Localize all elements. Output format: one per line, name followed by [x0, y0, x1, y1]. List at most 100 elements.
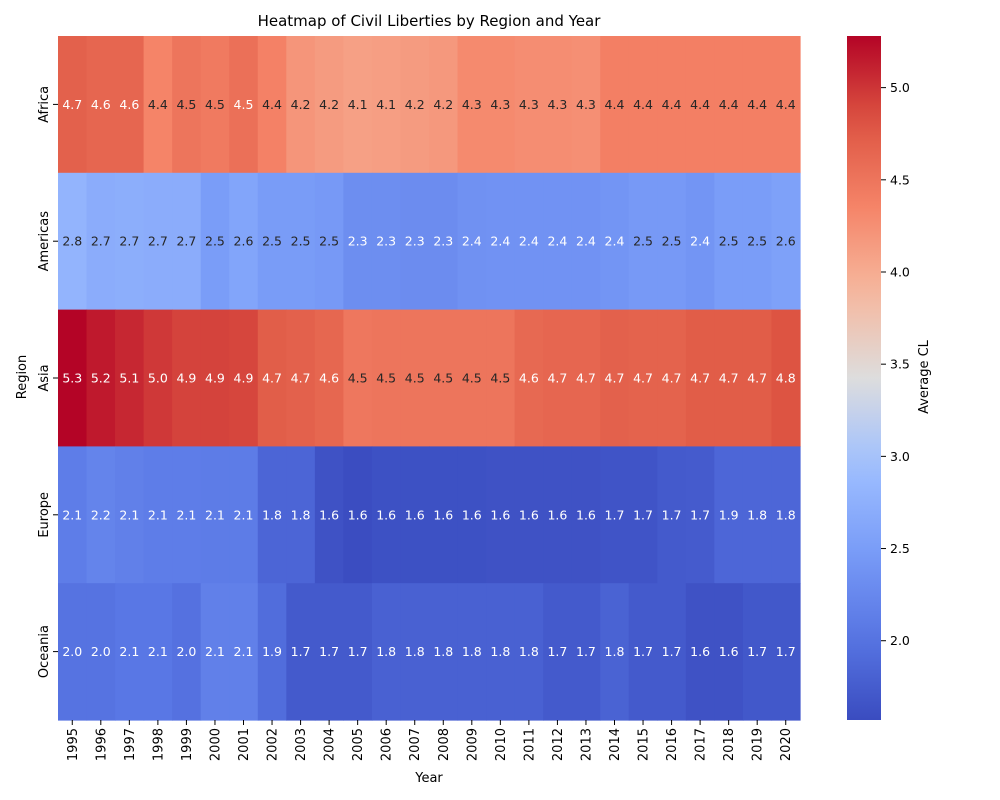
- colorbar-tick-label: 2.5: [890, 541, 910, 556]
- cell-value-label: 2.7: [91, 234, 111, 249]
- cell-value-label: 2.5: [719, 234, 739, 249]
- cell-value-label: 1.6: [690, 644, 710, 659]
- cell-value-label: 4.7: [547, 371, 567, 386]
- heatmap-cell: [371, 36, 402, 174]
- cell-value-label: 4.6: [119, 97, 139, 112]
- heatmap-cell: [314, 36, 344, 174]
- heatmap-cell: [286, 36, 316, 174]
- heatmap-cell: [343, 36, 373, 174]
- x-tick-label: 2002: [266, 728, 281, 761]
- heatmap-cell: [628, 446, 658, 584]
- cell-value-label: 2.0: [176, 644, 196, 659]
- heatmap-cell: [685, 446, 715, 584]
- heatmap-cell: [229, 446, 259, 584]
- heatmap-cell: [115, 172, 145, 311]
- cell-value-label: 2.1: [234, 507, 254, 522]
- heatmap-cell: [714, 172, 744, 311]
- heatmap-cell: [600, 172, 630, 311]
- heatmap-cell: [115, 446, 145, 584]
- cell-value-label: 1.9: [262, 644, 282, 659]
- heatmap-cell: [600, 446, 630, 584]
- cell-value-label: 1.6: [547, 507, 567, 522]
- heatmap-cell: [628, 583, 658, 721]
- heatmap-cell: [543, 309, 573, 447]
- heatmap-cell: [714, 309, 744, 447]
- cell-value-label: 5.2: [91, 371, 111, 386]
- cell-value-label: 1.8: [433, 644, 453, 659]
- x-tick-label: 2015: [637, 728, 652, 761]
- heatmap-cell: [571, 309, 601, 447]
- heatmap-cell: [371, 446, 402, 584]
- x-tick-label: 2003: [294, 728, 309, 761]
- heatmap-cell: [771, 172, 801, 311]
- x-tick-label: 2004: [323, 728, 338, 761]
- cell-value-label: 1.7: [633, 507, 653, 522]
- cell-value-label: 2.1: [176, 507, 196, 522]
- cell-value-label: 2.1: [119, 644, 139, 659]
- heatmap-cell: [486, 36, 516, 174]
- heatmap-cell: [685, 172, 715, 311]
- cell-value-label: 4.4: [262, 97, 282, 112]
- cell-value-label: 1.8: [376, 644, 396, 659]
- x-axis-label: Year: [414, 771, 443, 786]
- heatmap-cell: [343, 309, 373, 447]
- heatmap-cell: [314, 583, 344, 721]
- heatmap-cell: [143, 446, 173, 584]
- cell-value-label: 4.9: [205, 371, 225, 386]
- heatmap-cell: [571, 583, 601, 721]
- heatmap-cell: [257, 172, 287, 311]
- heatmap-cell: [685, 309, 715, 447]
- heatmap-cell: [771, 583, 801, 721]
- heatmap-cell: [457, 36, 487, 174]
- cell-value-label: 1.7: [633, 644, 653, 659]
- cell-value-label: 4.7: [633, 371, 653, 386]
- colorbar-tick-label: 4.0: [890, 264, 910, 279]
- cell-value-label: 4.3: [547, 97, 567, 112]
- heatmap-cell: [571, 446, 601, 584]
- colorbar-gradient: [847, 36, 881, 720]
- cell-value-label: 1.6: [348, 507, 368, 522]
- cell-value-label: 2.5: [205, 234, 225, 249]
- colorbar-tick-label: 2.0: [890, 633, 910, 648]
- heatmap-cell: [543, 172, 573, 311]
- heatmap-cell: [657, 583, 687, 721]
- heatmap-cell: [286, 172, 316, 311]
- cell-value-label: 2.4: [547, 234, 567, 249]
- cell-value-label: 2.1: [205, 507, 225, 522]
- heatmap-cell: [600, 583, 630, 721]
- x-tick-label: 2018: [722, 728, 737, 761]
- x-tick-label: 2012: [551, 728, 566, 761]
- heatmap-cell: [400, 309, 430, 447]
- cell-value-label: 1.8: [747, 507, 767, 522]
- cell-value-label: 2.0: [62, 644, 82, 659]
- cell-value-label: 5.0: [148, 371, 168, 386]
- cell-value-label: 4.2: [433, 97, 453, 112]
- cell-value-label: 1.7: [662, 507, 682, 522]
- cell-value-label: 1.7: [291, 644, 311, 659]
- cell-value-label: 2.1: [148, 644, 168, 659]
- cell-value-label: 2.3: [376, 234, 396, 249]
- cell-value-label: 1.8: [519, 644, 539, 659]
- cell-value-label: 1.6: [490, 507, 510, 522]
- cell-value-label: 1.7: [690, 507, 710, 522]
- heatmap-cell: [486, 309, 516, 447]
- cell-value-label: 2.4: [462, 234, 482, 249]
- cell-value-label: 2.4: [490, 234, 510, 249]
- heatmap-cell: [486, 583, 516, 721]
- x-tick-label: 2017: [694, 728, 709, 761]
- y-tick-label: Asia: [37, 364, 52, 391]
- heatmap-cell: [343, 446, 373, 584]
- cell-value-label: 4.9: [234, 371, 254, 386]
- heatmap-cell: [172, 309, 202, 447]
- heatmap-cell: [657, 172, 687, 311]
- cell-value-label: 4.4: [719, 97, 739, 112]
- cell-value-label: 4.5: [490, 371, 510, 386]
- heatmap-cell: [429, 36, 459, 174]
- cell-value-label: 1.7: [662, 644, 682, 659]
- cell-value-label: 1.6: [319, 507, 339, 522]
- cell-value-label: 4.5: [405, 371, 425, 386]
- heatmap-cell: [457, 172, 487, 311]
- heatmap-cell: [714, 583, 744, 721]
- heatmap-cell: [172, 172, 202, 311]
